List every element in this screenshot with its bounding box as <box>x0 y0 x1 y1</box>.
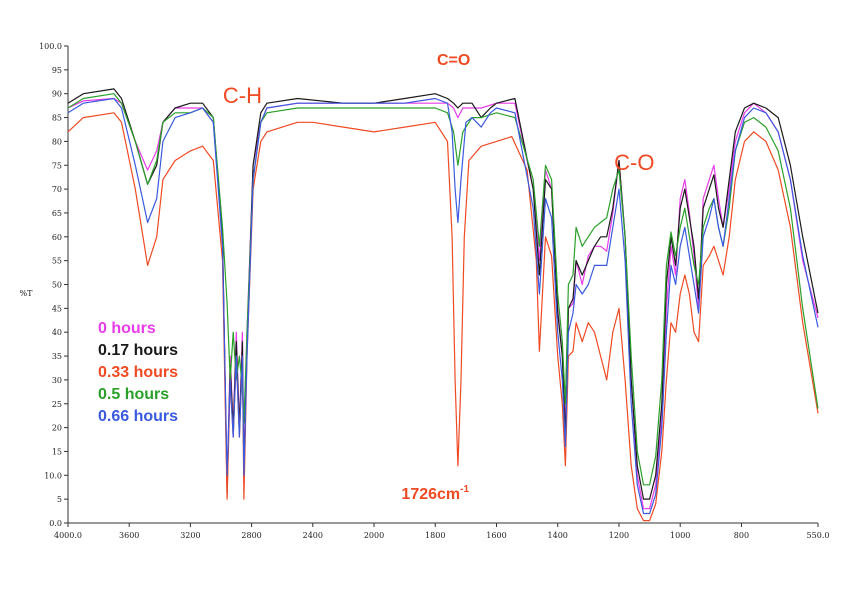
x-tick-label: 4000.0 <box>54 531 82 540</box>
y-tick-label: 55 <box>52 257 62 266</box>
y-tick-label: 10.0 <box>44 471 62 480</box>
legend-entry: 0.17 hours <box>98 342 178 359</box>
y-tick-label: 80 <box>52 137 62 146</box>
x-tick-label: 550.0 <box>807 531 830 540</box>
spectrum-lines <box>67 88 819 522</box>
y-axis-ticks: 0.0 5 10.0 15 20 25 30 35 40 45 50 55 60 65 70 75 80 85 90… <box>39 42 68 528</box>
x-tick-label: 800 <box>734 531 749 540</box>
y-tick-label: 15 <box>52 447 62 456</box>
annotation-label: C-O <box>614 150 654 175</box>
y-tick-label: 35 <box>52 352 62 361</box>
x-tick-label: 2000 <box>364 531 384 540</box>
legend-entry: 0.5 hours <box>98 386 169 403</box>
x-tick-label: 1200 <box>609 531 629 540</box>
y-tick-label: 30 <box>52 376 62 385</box>
y-tick-label: 25 <box>52 400 62 409</box>
x-tick-label: 2400 <box>303 531 323 540</box>
y-tick-label: 60 <box>52 233 62 242</box>
y-tick-label: 5 <box>57 495 62 504</box>
x-axis-ticks: 4000.0 3600 3200 2800 2400 2000 1800 1600 1400 12… <box>54 523 829 540</box>
y-tick-label: 40 <box>52 328 62 337</box>
x-tick-label: 1600 <box>486 531 506 540</box>
x-tick-label: 1400 <box>548 531 568 540</box>
legend-entry: 0 hours <box>98 320 156 337</box>
y-tick-label: 85 <box>52 114 62 123</box>
annotation-superscript: -1 <box>460 484 469 495</box>
series-line <box>67 88 819 500</box>
y-tick-label: 20 <box>52 424 62 433</box>
y-tick-label: 100.0 <box>39 42 62 51</box>
y-tick-label: 75 <box>52 161 62 170</box>
series-line <box>67 97 819 510</box>
series-line <box>67 93 819 486</box>
y-tick-label: 50 <box>52 281 62 290</box>
y-tick-label: 45 <box>52 304 62 313</box>
y-axis-label: %T <box>20 289 34 298</box>
annotation-label: C=O <box>437 52 470 69</box>
y-tick-label: 0.0 <box>49 519 62 528</box>
x-tick-label: 3200 <box>180 531 200 540</box>
legend: 0 hours 0.17 hours 0.33 hours 0.5 hours 0.66… <box>98 320 178 425</box>
x-tick-label: 2800 <box>241 531 261 540</box>
chart-axes <box>67 46 818 524</box>
series-line <box>67 97 819 515</box>
y-tick-label: 70 <box>52 185 62 194</box>
annotation-label: 1726cm-1 <box>401 484 469 503</box>
x-tick-label: 3600 <box>119 531 139 540</box>
legend-entry: 0.66 hours <box>98 408 178 425</box>
series-line <box>67 112 819 522</box>
y-tick-label: 65 <box>52 209 62 218</box>
y-tick-label: 95 <box>52 66 62 75</box>
x-tick-label: 1000 <box>670 531 690 540</box>
peak-annotations: C-H C=O C-O 1726cm-1 <box>223 52 655 503</box>
y-tick-label: 90 <box>52 90 62 99</box>
x-tick-label: 1800 <box>425 531 445 540</box>
annotation-label: C-H <box>223 83 262 108</box>
legend-entry: 0.33 hours <box>98 364 178 381</box>
